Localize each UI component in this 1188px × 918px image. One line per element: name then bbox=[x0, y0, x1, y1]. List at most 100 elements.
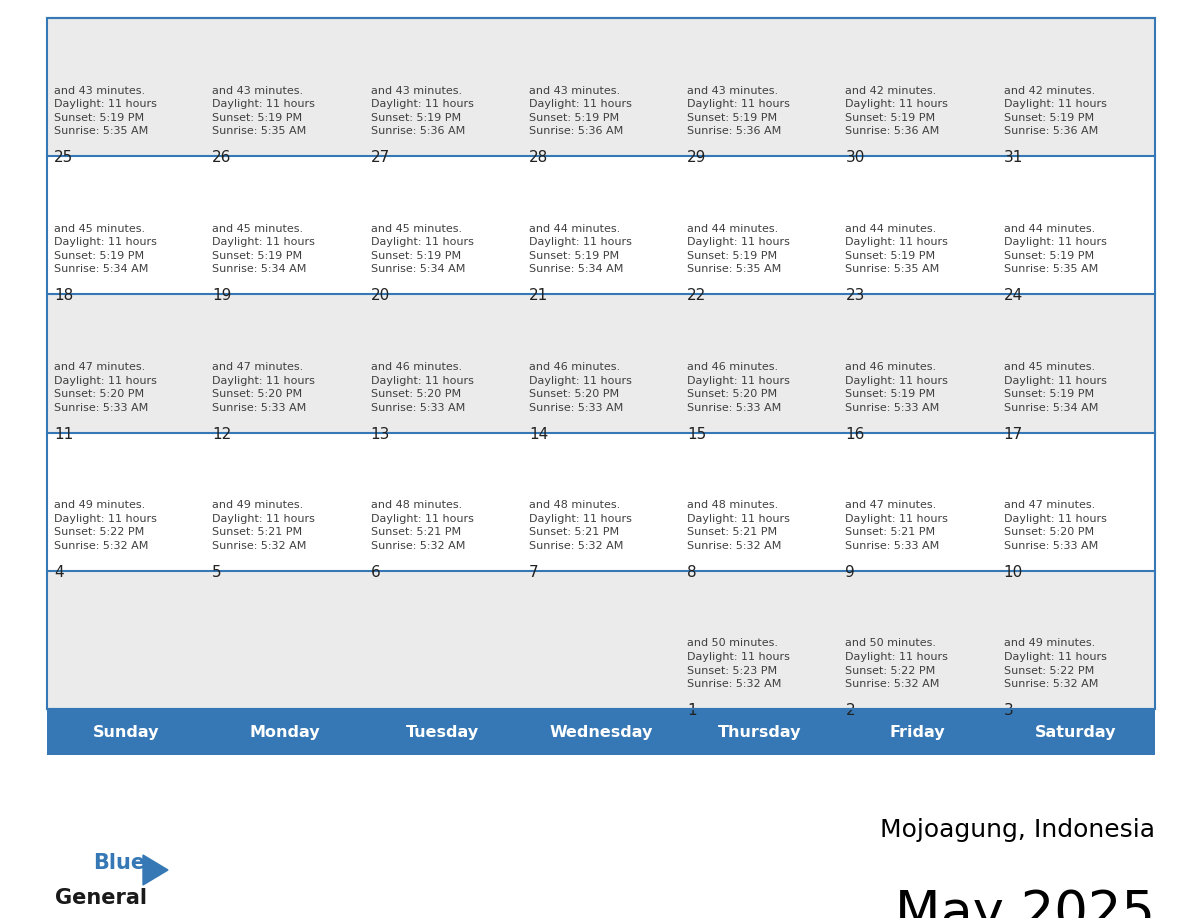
Text: 22: 22 bbox=[687, 288, 707, 304]
Text: 18: 18 bbox=[53, 288, 74, 304]
Text: Sunrise: 5:32 AM: Sunrise: 5:32 AM bbox=[213, 541, 307, 551]
Text: Daylight: 11 hours: Daylight: 11 hours bbox=[687, 99, 790, 109]
Text: and 49 minutes.: and 49 minutes. bbox=[1004, 639, 1095, 648]
Text: Daylight: 11 hours: Daylight: 11 hours bbox=[529, 375, 632, 386]
Text: 13: 13 bbox=[371, 427, 390, 442]
Bar bbox=[48, 18, 1155, 156]
Text: and 49 minutes.: and 49 minutes. bbox=[213, 500, 304, 510]
Text: Sunset: 5:19 PM: Sunset: 5:19 PM bbox=[529, 113, 619, 123]
Text: and 50 minutes.: and 50 minutes. bbox=[846, 639, 936, 648]
Text: Mojoagung, Indonesia: Mojoagung, Indonesia bbox=[880, 818, 1155, 842]
Text: 26: 26 bbox=[213, 151, 232, 165]
Text: Sunset: 5:20 PM: Sunset: 5:20 PM bbox=[53, 389, 144, 399]
Text: Sunrise: 5:34 AM: Sunrise: 5:34 AM bbox=[1004, 403, 1098, 412]
Text: 23: 23 bbox=[846, 288, 865, 304]
Text: and 42 minutes.: and 42 minutes. bbox=[846, 85, 936, 95]
Text: and 45 minutes.: and 45 minutes. bbox=[371, 224, 462, 234]
Text: Friday: Friday bbox=[890, 724, 946, 740]
Text: Daylight: 11 hours: Daylight: 11 hours bbox=[213, 99, 315, 109]
Text: 28: 28 bbox=[529, 151, 548, 165]
Text: Sunset: 5:20 PM: Sunset: 5:20 PM bbox=[1004, 527, 1094, 537]
Text: and 44 minutes.: and 44 minutes. bbox=[1004, 224, 1095, 234]
Text: Sunset: 5:20 PM: Sunset: 5:20 PM bbox=[529, 389, 619, 399]
Text: 30: 30 bbox=[846, 151, 865, 165]
Text: and 47 minutes.: and 47 minutes. bbox=[1004, 500, 1095, 510]
Text: Sunrise: 5:32 AM: Sunrise: 5:32 AM bbox=[371, 541, 465, 551]
Text: and 42 minutes.: and 42 minutes. bbox=[1004, 85, 1095, 95]
Text: Sunrise: 5:35 AM: Sunrise: 5:35 AM bbox=[53, 126, 148, 136]
Text: and 47 minutes.: and 47 minutes. bbox=[53, 362, 145, 372]
Text: and 47 minutes.: and 47 minutes. bbox=[846, 500, 936, 510]
Text: Sunrise: 5:32 AM: Sunrise: 5:32 AM bbox=[53, 541, 148, 551]
Text: Sunset: 5:19 PM: Sunset: 5:19 PM bbox=[846, 113, 936, 123]
Text: Daylight: 11 hours: Daylight: 11 hours bbox=[53, 375, 157, 386]
Text: Daylight: 11 hours: Daylight: 11 hours bbox=[213, 514, 315, 524]
Text: and 45 minutes.: and 45 minutes. bbox=[213, 224, 303, 234]
Text: and 43 minutes.: and 43 minutes. bbox=[529, 85, 620, 95]
Text: Daylight: 11 hours: Daylight: 11 hours bbox=[1004, 514, 1106, 524]
Text: 31: 31 bbox=[1004, 151, 1023, 165]
Text: 25: 25 bbox=[53, 151, 74, 165]
Polygon shape bbox=[143, 855, 168, 885]
Text: Daylight: 11 hours: Daylight: 11 hours bbox=[846, 238, 948, 247]
Text: and 46 minutes.: and 46 minutes. bbox=[846, 362, 936, 372]
Text: Sunset: 5:19 PM: Sunset: 5:19 PM bbox=[213, 113, 303, 123]
Text: 5: 5 bbox=[213, 565, 222, 580]
Text: Daylight: 11 hours: Daylight: 11 hours bbox=[1004, 375, 1106, 386]
Text: Sunset: 5:20 PM: Sunset: 5:20 PM bbox=[371, 389, 461, 399]
Text: Daylight: 11 hours: Daylight: 11 hours bbox=[529, 99, 632, 109]
Text: Sunset: 5:19 PM: Sunset: 5:19 PM bbox=[1004, 113, 1094, 123]
Text: 24: 24 bbox=[1004, 288, 1023, 304]
Text: Daylight: 11 hours: Daylight: 11 hours bbox=[687, 514, 790, 524]
Text: Sunrise: 5:35 AM: Sunrise: 5:35 AM bbox=[846, 264, 940, 274]
Text: Sunrise: 5:32 AM: Sunrise: 5:32 AM bbox=[687, 679, 782, 689]
Text: Sunrise: 5:36 AM: Sunrise: 5:36 AM bbox=[1004, 126, 1098, 136]
Text: Daylight: 11 hours: Daylight: 11 hours bbox=[371, 514, 474, 524]
Text: 20: 20 bbox=[371, 288, 390, 304]
Bar bbox=[48, 156, 1155, 295]
Text: Daylight: 11 hours: Daylight: 11 hours bbox=[846, 652, 948, 662]
Text: Daylight: 11 hours: Daylight: 11 hours bbox=[53, 238, 157, 247]
Text: Saturday: Saturday bbox=[1035, 724, 1117, 740]
Text: Sunset: 5:22 PM: Sunset: 5:22 PM bbox=[846, 666, 936, 676]
Text: and 48 minutes.: and 48 minutes. bbox=[371, 500, 462, 510]
Text: Sunrise: 5:36 AM: Sunrise: 5:36 AM bbox=[371, 126, 465, 136]
Text: Sunset: 5:21 PM: Sunset: 5:21 PM bbox=[371, 527, 461, 537]
Text: Daylight: 11 hours: Daylight: 11 hours bbox=[529, 238, 632, 247]
Bar bbox=[48, 295, 1155, 432]
Text: Thursday: Thursday bbox=[718, 724, 801, 740]
Text: Sunset: 5:22 PM: Sunset: 5:22 PM bbox=[53, 527, 144, 537]
Text: Sunset: 5:19 PM: Sunset: 5:19 PM bbox=[53, 113, 144, 123]
Text: Sunset: 5:20 PM: Sunset: 5:20 PM bbox=[213, 389, 303, 399]
Text: Sunrise: 5:33 AM: Sunrise: 5:33 AM bbox=[371, 403, 465, 412]
Text: Sunrise: 5:36 AM: Sunrise: 5:36 AM bbox=[529, 126, 624, 136]
Text: Sunrise: 5:32 AM: Sunrise: 5:32 AM bbox=[529, 541, 624, 551]
Text: and 43 minutes.: and 43 minutes. bbox=[213, 85, 303, 95]
Text: Daylight: 11 hours: Daylight: 11 hours bbox=[213, 375, 315, 386]
Text: and 48 minutes.: and 48 minutes. bbox=[687, 500, 778, 510]
Text: and 49 minutes.: and 49 minutes. bbox=[53, 500, 145, 510]
Text: and 46 minutes.: and 46 minutes. bbox=[687, 362, 778, 372]
Text: Daylight: 11 hours: Daylight: 11 hours bbox=[371, 375, 474, 386]
Text: Tuesday: Tuesday bbox=[406, 724, 479, 740]
Text: and 43 minutes.: and 43 minutes. bbox=[371, 85, 462, 95]
Text: 7: 7 bbox=[529, 565, 538, 580]
Text: Daylight: 11 hours: Daylight: 11 hours bbox=[846, 514, 948, 524]
Text: 6: 6 bbox=[371, 565, 380, 580]
Text: Sunrise: 5:34 AM: Sunrise: 5:34 AM bbox=[213, 264, 307, 274]
Text: Sunrise: 5:33 AM: Sunrise: 5:33 AM bbox=[529, 403, 624, 412]
Text: 11: 11 bbox=[53, 427, 74, 442]
Text: Sunset: 5:21 PM: Sunset: 5:21 PM bbox=[846, 527, 936, 537]
Text: and 46 minutes.: and 46 minutes. bbox=[529, 362, 620, 372]
Text: and 45 minutes.: and 45 minutes. bbox=[1004, 362, 1095, 372]
Text: Sunset: 5:19 PM: Sunset: 5:19 PM bbox=[371, 113, 461, 123]
Text: Daylight: 11 hours: Daylight: 11 hours bbox=[371, 99, 474, 109]
Text: Daylight: 11 hours: Daylight: 11 hours bbox=[1004, 99, 1106, 109]
Text: and 44 minutes.: and 44 minutes. bbox=[687, 224, 778, 234]
Text: Daylight: 11 hours: Daylight: 11 hours bbox=[1004, 238, 1106, 247]
Text: Sunset: 5:19 PM: Sunset: 5:19 PM bbox=[53, 251, 144, 261]
Text: and 44 minutes.: and 44 minutes. bbox=[529, 224, 620, 234]
Text: Sunset: 5:21 PM: Sunset: 5:21 PM bbox=[213, 527, 303, 537]
Text: Daylight: 11 hours: Daylight: 11 hours bbox=[687, 375, 790, 386]
Text: Sunset: 5:19 PM: Sunset: 5:19 PM bbox=[846, 251, 936, 261]
